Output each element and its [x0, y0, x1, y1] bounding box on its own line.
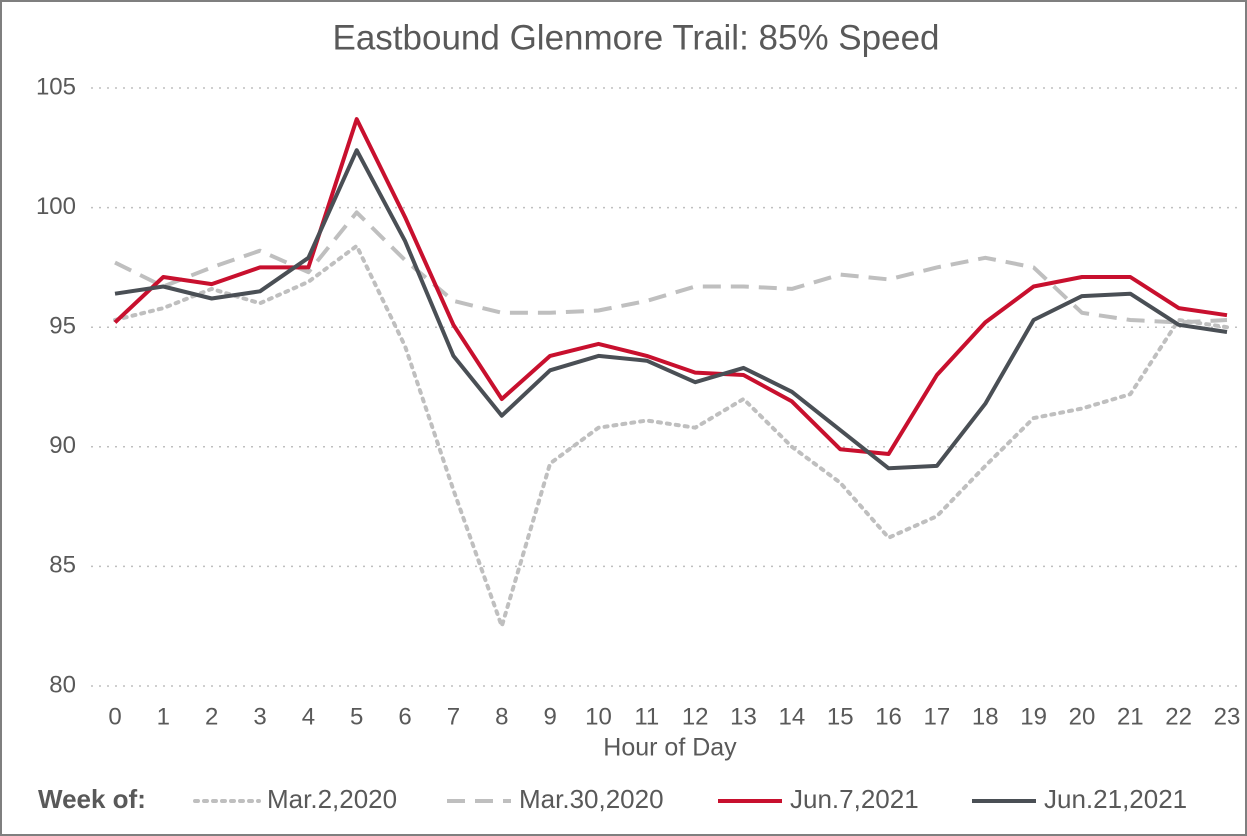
x-tick-label: 1 [157, 703, 170, 730]
x-tick-label: 19 [1020, 703, 1047, 730]
series-line [113, 243, 1229, 629]
y-tick-label: 95 [49, 313, 76, 340]
y-tick-label: 80 [49, 671, 76, 698]
x-tick-label: 8 [495, 703, 508, 730]
x-tick-label: 0 [108, 703, 121, 730]
x-tick-label: 18 [972, 703, 999, 730]
x-tick-label: 23 [1214, 703, 1241, 730]
x-tick-label: 10 [585, 703, 612, 730]
legend-title: Week of: [38, 784, 146, 814]
legend-label: Jun.7,2021 [790, 784, 919, 814]
x-tick-label: 13 [730, 703, 757, 730]
x-tick-label: 12 [682, 703, 709, 730]
x-tick-label: 3 [253, 703, 266, 730]
x-tick-label: 5 [350, 703, 363, 730]
series-line [113, 117, 1228, 456]
series-line [114, 148, 1228, 471]
legend-label: Jun.21,2021 [1044, 784, 1187, 814]
legend-label: Mar.2,2020 [267, 784, 397, 814]
chart-title: Eastbound Glenmore Trail: 85% Speed [332, 18, 939, 57]
legend-label: Mar.30,2020 [519, 784, 664, 814]
x-tick-label: 16 [875, 703, 902, 730]
x-tick-label: 6 [398, 703, 411, 730]
y-tick-label: 105 [36, 73, 76, 100]
y-tick-label: 85 [49, 552, 76, 579]
y-tick-label: 90 [49, 432, 76, 459]
x-tick-label: 17 [924, 703, 951, 730]
x-tick-label: 2 [205, 703, 218, 730]
x-axis-label: Hour of Day [603, 734, 737, 762]
x-tick-label: 14 [779, 703, 806, 730]
x-tick-label: 20 [1069, 703, 1096, 730]
x-tick-label: 9 [543, 703, 556, 730]
x-tick-label: 4 [302, 703, 315, 730]
x-tick-label: 15 [827, 703, 854, 730]
x-tick-label: 11 [634, 703, 659, 730]
y-tick-label: 100 [36, 193, 76, 220]
x-tick-label: 7 [447, 703, 460, 730]
x-tick-label: 22 [1165, 703, 1192, 730]
x-tick-label: 21 [1117, 703, 1144, 730]
